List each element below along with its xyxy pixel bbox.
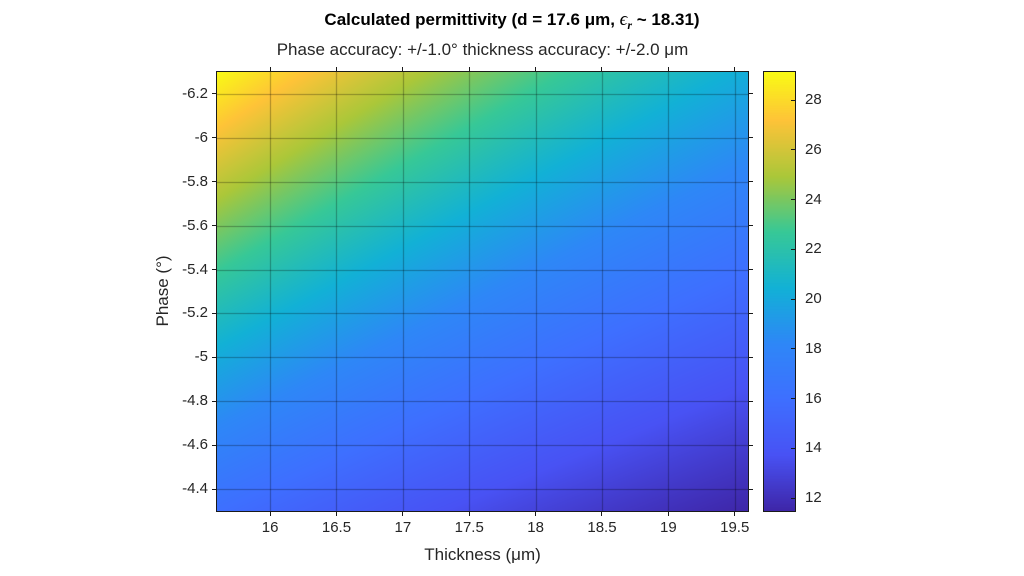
colorbar-tick-label: 22 (805, 240, 822, 258)
colorbar-tick-mark (791, 298, 795, 300)
colorbar-tick-mark (791, 497, 795, 499)
x-tick-mark (601, 512, 603, 516)
colorbar-tick-mark (791, 447, 795, 449)
colorbar-tick-label: 12 (805, 489, 822, 507)
y-tick-label: -4.4 (182, 480, 208, 498)
y-tick-label: -5.8 (182, 172, 208, 190)
y-tick-mark (212, 225, 216, 227)
y-tick-mark (212, 400, 216, 402)
x-tick-label: 17.5 (454, 519, 484, 536)
y-tick-mark (212, 137, 216, 139)
x-tick-mark-top (269, 67, 271, 71)
x-tick-label: 17 (394, 519, 412, 536)
x-tick-mark-top (667, 67, 669, 71)
y-tick-mark-right (749, 225, 753, 227)
y-tick-label: -5.6 (182, 216, 208, 234)
colorbar-tick-mark (791, 248, 795, 250)
y-tick-mark (212, 269, 216, 271)
colorbar-tick-label: 26 (805, 140, 822, 158)
colorbar-tick-label: 16 (805, 389, 822, 407)
figure-title-suffix: ~ 18.31) (632, 10, 700, 29)
colorbar-tick-mark (791, 398, 795, 400)
y-tick-mark-right (749, 400, 753, 402)
x-tick-label: 19.5 (720, 519, 750, 536)
x-tick-mark (402, 512, 404, 516)
y-tick-mark-right (749, 356, 753, 358)
epsilon-symbol: ϵ (619, 9, 628, 30)
x-tick-mark-top (402, 67, 404, 71)
x-tick-mark-top (601, 67, 603, 71)
y-tick-label: -5 (194, 348, 208, 366)
x-tick-mark (734, 512, 736, 516)
x-tick-mark (468, 512, 470, 516)
x-tick-mark (335, 512, 337, 516)
x-tick-mark-top (734, 67, 736, 71)
x-tick-mark (667, 512, 669, 516)
y-tick-mark (212, 93, 216, 95)
y-tick-mark-right (749, 488, 753, 490)
figure-title-prefix: Calculated permittivity (d = 17.6 μm, (324, 10, 620, 29)
plot-area-frame (216, 71, 749, 512)
x-tick-label: 16.5 (321, 519, 352, 536)
colorbar-tick-mark (791, 348, 795, 350)
y-tick-mark-right (749, 181, 753, 183)
y-tick-label: -4.6 (182, 436, 208, 454)
heatmap-canvas (217, 72, 748, 511)
colorbar-tick-label: 24 (805, 190, 822, 208)
y-tick-label: -5.2 (182, 304, 208, 322)
colorbar-tick-label: 28 (805, 91, 822, 109)
y-tick-mark-right (749, 269, 753, 271)
y-tick-label: -6.2 (182, 84, 208, 102)
x-tick-label: 19 (660, 519, 677, 536)
y-tick-mark-right (749, 444, 753, 446)
x-tick-mark (535, 512, 537, 516)
x-tick-mark (269, 512, 271, 516)
y-tick-mark (212, 488, 216, 490)
x-axis-label: Thickness (μm) (424, 545, 541, 564)
y-tick-mark (212, 312, 216, 314)
colorbar-tick-mark (791, 149, 795, 151)
y-tick-mark-right (749, 93, 753, 95)
epsilon-subscript: r (627, 18, 632, 32)
y-tick-label: -6 (194, 128, 208, 146)
x-tick-label: 16 (261, 519, 279, 536)
colorbar-tick-label: 14 (805, 439, 822, 457)
colorbar-tick-label: 20 (805, 290, 822, 308)
x-tick-label: 18.5 (587, 519, 617, 536)
y-tick-mark-right (749, 312, 753, 314)
y-tick-label: -5.4 (182, 260, 208, 278)
colorbar-tick-mark (791, 99, 795, 101)
colorbar-tick-mark (791, 199, 795, 201)
y-tick-mark (212, 181, 216, 183)
y-tick-mark (212, 356, 216, 358)
x-tick-mark-top (468, 67, 470, 71)
y-tick-mark (212, 444, 216, 446)
colorbar-tick-label: 18 (805, 339, 822, 357)
y-tick-label: -4.8 (182, 392, 208, 410)
axes-subtitle: Phase accuracy: +/-1.0° thickness accura… (276, 40, 689, 59)
x-tick-mark-top (335, 67, 337, 71)
x-tick-label: 18 (527, 519, 544, 536)
figure-title: Calculated permittivity (d = 17.6 μm, ϵr… (0, 9, 1024, 33)
y-tick-mark-right (749, 137, 753, 139)
colorbar-frame (763, 71, 796, 512)
colorbar-canvas (764, 72, 795, 511)
x-tick-mark-top (535, 67, 537, 71)
